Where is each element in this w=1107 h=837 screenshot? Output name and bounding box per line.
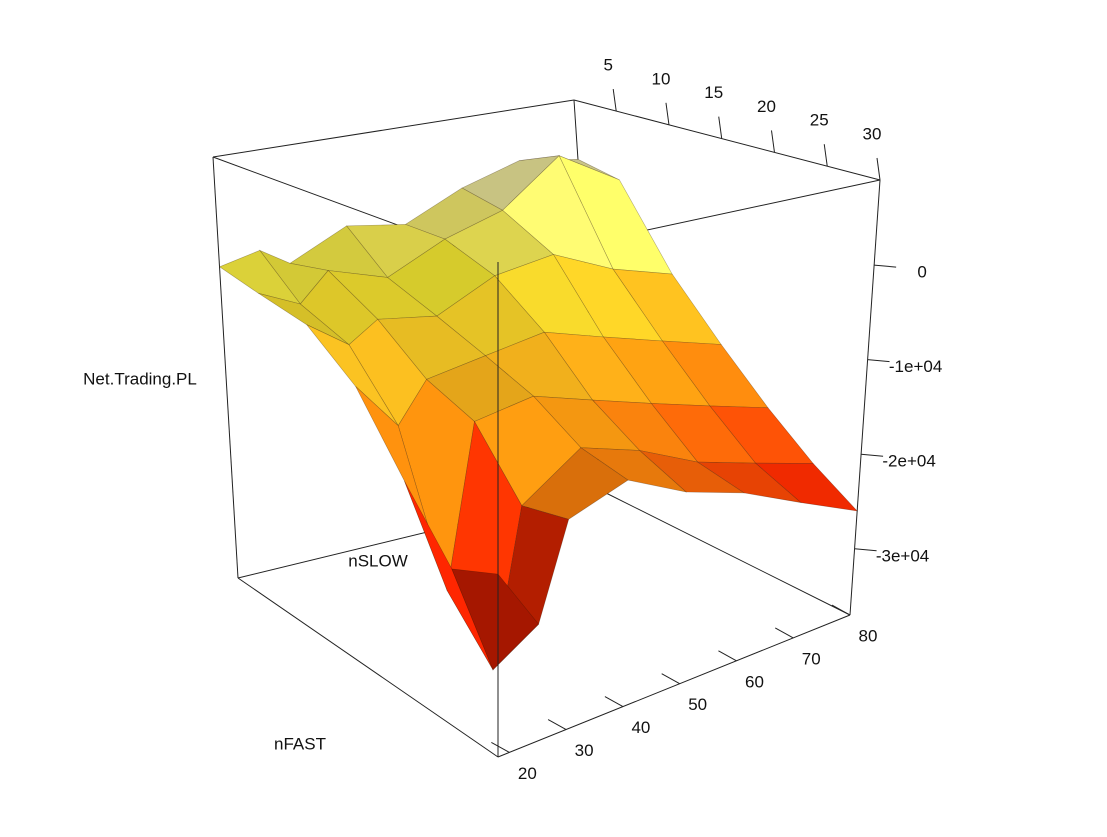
x-tick [876, 157, 881, 181]
x-tick-label: 15 [704, 83, 723, 102]
surface-patch [451, 568, 540, 671]
z-tick-label: -3e+04 [876, 546, 929, 565]
x-tick [823, 144, 828, 167]
y-tick [661, 673, 680, 685]
y-tick-label: 20 [518, 764, 537, 783]
box-edge [573, 99, 881, 181]
x-tick-label: 5 [603, 56, 612, 75]
x-tick [770, 130, 775, 153]
z-tick [861, 453, 884, 457]
box-edge [599, 489, 851, 616]
z-tick [854, 548, 877, 552]
box-edge [212, 156, 239, 579]
box-edge [212, 99, 575, 158]
x-tick [665, 102, 670, 125]
y-tick [718, 650, 737, 662]
x-tick [612, 88, 617, 112]
y-tick-label: 40 [631, 718, 650, 737]
box-edge [849, 179, 881, 616]
surface [218, 155, 859, 671]
y-tick-label: 50 [688, 695, 707, 714]
y-tick [774, 627, 794, 639]
y-tick [604, 696, 624, 708]
y-tick-label: 60 [745, 672, 764, 691]
x-axis-label: nSLOW [348, 551, 408, 570]
y-tick-label: 80 [859, 626, 878, 645]
y-tick [547, 719, 567, 730]
surface-patch [638, 449, 746, 494]
x-tick-label: 10 [652, 69, 671, 88]
x-tick [718, 116, 723, 139]
z-axis-label: Net.Trading.PL [83, 369, 197, 388]
x-tick-label: 25 [810, 111, 829, 130]
z-tick-label: -1e+04 [889, 357, 942, 376]
z-tick-label: -2e+04 [882, 452, 935, 471]
y-tick [831, 604, 851, 616]
front-layer: 5 10 15 20 25 30 20 30 40 50 60 70 80 0 -1e+04 -2e+04 -3… [491, 56, 942, 783]
box-edge [497, 614, 851, 758]
y-tick [491, 741, 510, 753]
z-tick [867, 359, 890, 363]
x-tick-label: 20 [757, 97, 776, 116]
z-tick [874, 264, 897, 268]
y-tick-label: 30 [575, 741, 594, 760]
z-tick-label: 0 [917, 263, 926, 282]
y-axis-label: nFAST [274, 734, 326, 753]
box-edge [237, 577, 499, 758]
x-tick-label: 30 [863, 124, 882, 143]
y-tick-label: 70 [802, 649, 821, 668]
